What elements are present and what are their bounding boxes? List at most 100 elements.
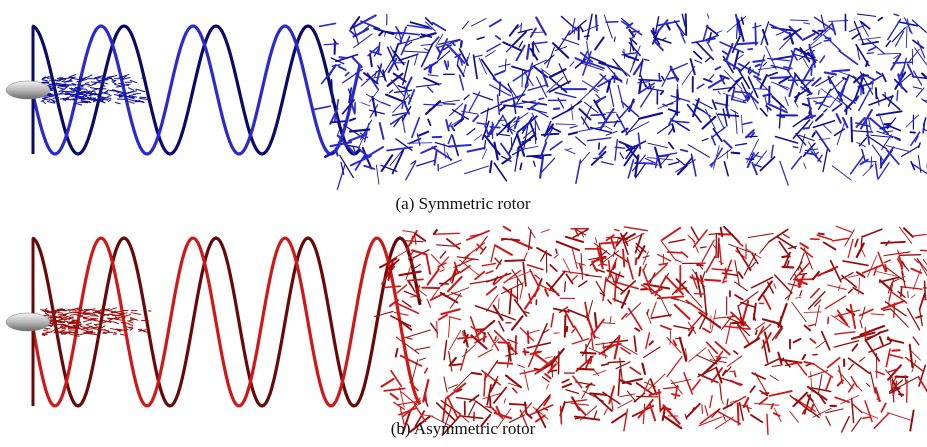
- hub-wake: [101, 98, 109, 101]
- wake-filament: [401, 90, 407, 110]
- wake-filament: [792, 337, 802, 344]
- wake-filament: [387, 57, 398, 74]
- wake-filament: [623, 408, 629, 432]
- wake-filament: [705, 34, 719, 41]
- wake-filament: [652, 39, 664, 52]
- wake-filament: [847, 383, 855, 393]
- wake-filament: [688, 347, 707, 362]
- hub-wake: [141, 76, 146, 79]
- wake-filament: [738, 401, 744, 421]
- wake-filament: [809, 337, 817, 344]
- wake-filament: [644, 157, 657, 165]
- hub-wake: [50, 318, 55, 320]
- wake-filament: [484, 134, 501, 156]
- wake-filament: [884, 264, 888, 272]
- wake-filament: [575, 381, 596, 386]
- wake-filament: [913, 258, 919, 264]
- wake-filament: [599, 107, 615, 131]
- wake-filament: [670, 95, 691, 103]
- hub-wake: [53, 320, 63, 324]
- wake-filament: [670, 379, 691, 385]
- wake-filament: [865, 382, 871, 387]
- hub-wake: [42, 100, 47, 105]
- wake-filament: [574, 58, 587, 69]
- wake-filament: [434, 232, 460, 235]
- wake-filament: [539, 249, 548, 262]
- wake-filament: [704, 278, 722, 282]
- hub-wake: [43, 329, 49, 331]
- wake-filament: [722, 108, 728, 127]
- wake-filament: [861, 249, 866, 258]
- wake-filament: [534, 353, 550, 365]
- hub-wake: [80, 325, 88, 329]
- hub: [5, 312, 51, 332]
- wake-filament: [856, 44, 860, 61]
- wake-filament: [866, 38, 885, 55]
- wake-filament: [571, 275, 578, 282]
- wake-filament: [705, 255, 716, 273]
- wake-filament: [723, 225, 740, 243]
- wake-filament: [535, 394, 551, 413]
- wake-filament: [423, 367, 429, 374]
- hub-wake: [43, 314, 50, 317]
- wake-filament: [806, 92, 813, 97]
- wake-filament: [503, 398, 506, 404]
- wake-filament: [723, 58, 743, 72]
- wake-filament: [340, 161, 345, 176]
- wake-filament: [838, 365, 844, 385]
- wake-filament: [880, 146, 895, 165]
- wake-filament: [908, 49, 920, 63]
- wake-filament: [541, 376, 550, 383]
- hub-wake: [121, 73, 130, 78]
- wake-filament: [631, 39, 638, 45]
- wake-filament: [807, 51, 817, 64]
- wake-filament: [812, 407, 832, 418]
- wake-filament: [859, 356, 866, 362]
- wake-filament: [715, 355, 728, 359]
- wake-filament: [820, 330, 831, 351]
- wake-filament: [509, 271, 531, 280]
- wake-filament: [857, 385, 863, 392]
- hub-wake: [98, 91, 109, 95]
- wake-filament: [360, 102, 371, 107]
- hub-wake: [122, 313, 132, 318]
- wake-filament: [851, 32, 861, 40]
- wake-filament: [494, 34, 502, 40]
- wake-filament: [365, 93, 383, 104]
- wake-filament: [864, 339, 881, 362]
- wake-filament: [768, 390, 793, 397]
- wake-filament: [799, 242, 809, 249]
- wake-filament: [858, 87, 872, 112]
- hub-wake: [46, 311, 57, 315]
- wake-filament: [435, 99, 460, 104]
- wake-filament: [720, 398, 724, 405]
- hub-wake: [58, 88, 66, 93]
- wake-filament: [759, 156, 776, 172]
- wake-filament: [812, 119, 836, 129]
- wake-filament: [768, 228, 789, 243]
- wake-filament: [472, 54, 478, 80]
- hub-wake: [135, 99, 141, 103]
- wake-filament: [456, 256, 479, 261]
- wake-filament: [623, 226, 649, 232]
- wake-filament: [390, 79, 405, 97]
- wake-filament: [696, 107, 705, 113]
- wake-filament: [834, 396, 850, 404]
- wake-filament: [751, 372, 766, 380]
- wake-filament: [855, 271, 866, 278]
- wake-filament: [759, 323, 772, 335]
- wake-filament: [758, 397, 769, 405]
- wake-filament: [401, 300, 412, 308]
- wake-filament: [629, 366, 642, 375]
- hub-wake: [94, 74, 105, 79]
- hub-wake: [139, 97, 150, 101]
- wake-filament: [918, 309, 923, 327]
- wake-filament: [763, 331, 771, 353]
- wake-filament: [386, 72, 404, 87]
- wake-filament: [607, 299, 612, 305]
- wake-filament: [901, 145, 920, 157]
- wake-filament: [570, 402, 589, 406]
- wake-filament: [511, 149, 522, 156]
- wake-filament: [623, 48, 626, 59]
- wake-filament: [702, 327, 711, 334]
